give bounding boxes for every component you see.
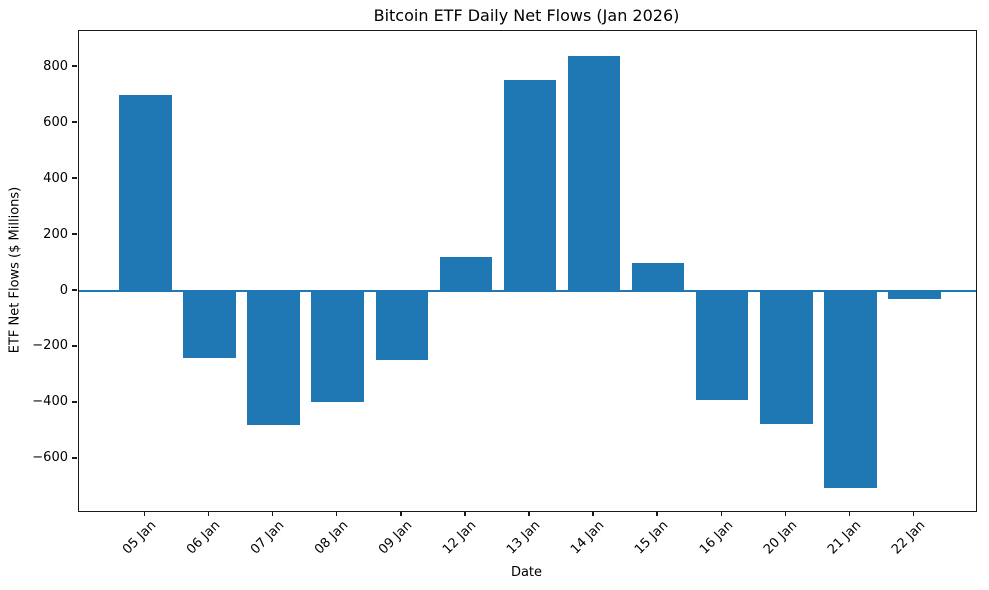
bar-13-jan — [503, 79, 557, 291]
y-tick — [72, 177, 77, 179]
x-axis-label: Date — [510, 565, 543, 580]
x-tick-label: 05 Jan — [119, 518, 160, 558]
y-tick-label: −600 — [32, 450, 68, 466]
y-tick — [72, 345, 77, 347]
y-tick-label: 200 — [43, 226, 68, 242]
y-tick-label: 0 — [59, 282, 68, 298]
bar-05-jan — [119, 95, 172, 291]
y-tick — [72, 121, 77, 123]
x-tick — [592, 511, 594, 517]
zero-reference-line — [79, 290, 976, 292]
x-tick-label: 08 Jan — [311, 518, 352, 558]
y-tick-label: 400 — [43, 170, 68, 186]
x-tick — [464, 511, 466, 517]
bar-22-jan — [888, 291, 941, 300]
x-tick — [720, 511, 722, 517]
y-tick — [72, 233, 77, 235]
x-tick-label: 20 Jan — [760, 518, 800, 558]
x-tick — [784, 511, 787, 517]
bar-14-jan — [567, 55, 621, 291]
y-tick-label: −400 — [32, 394, 68, 410]
bar-12-jan — [439, 257, 493, 291]
y-axis-label: ETF Net Flows ($ Millions) — [7, 186, 23, 354]
bar-06-jan — [183, 291, 236, 359]
x-tick — [143, 511, 146, 517]
x-tick-label: 15 Jan — [632, 518, 672, 558]
x-tick — [656, 511, 658, 517]
y-tick — [72, 457, 77, 459]
y-tick-label: 800 — [43, 58, 68, 74]
y-tick — [72, 65, 77, 67]
bar-20-jan — [760, 291, 813, 424]
y-tick — [72, 289, 77, 291]
x-tick — [336, 511, 338, 517]
bar-21-jan — [824, 291, 877, 489]
bar-15-jan — [631, 263, 685, 291]
x-tick-label: 07 Jan — [247, 518, 288, 558]
x-tick — [848, 511, 851, 517]
x-tick-label: 22 Jan — [888, 518, 929, 558]
bar-08-jan — [311, 291, 364, 402]
x-tick — [528, 511, 530, 517]
y-tick-label: 600 — [43, 114, 68, 130]
x-tick-label: 09 Jan — [376, 518, 416, 558]
plot-area — [78, 30, 977, 512]
x-tick — [400, 511, 402, 517]
x-tick — [912, 511, 915, 517]
bar-09-jan — [375, 291, 429, 360]
bar-07-jan — [247, 291, 300, 426]
x-tick-label: 13 Jan — [504, 518, 544, 558]
x-tick-label: 16 Jan — [696, 518, 736, 558]
x-tick — [207, 511, 210, 517]
x-tick-label: 14 Jan — [568, 518, 608, 558]
x-tick-label: 12 Jan — [440, 518, 480, 558]
chart-title: Bitcoin ETF Daily Net Flows (Jan 2026) — [373, 6, 680, 25]
x-tick — [271, 511, 274, 517]
y-tick-label: −200 — [32, 338, 68, 354]
bar-16-jan — [695, 291, 749, 401]
x-tick-label: 21 Jan — [824, 518, 865, 558]
x-tick-label: 06 Jan — [183, 518, 224, 558]
y-tick — [72, 401, 77, 403]
